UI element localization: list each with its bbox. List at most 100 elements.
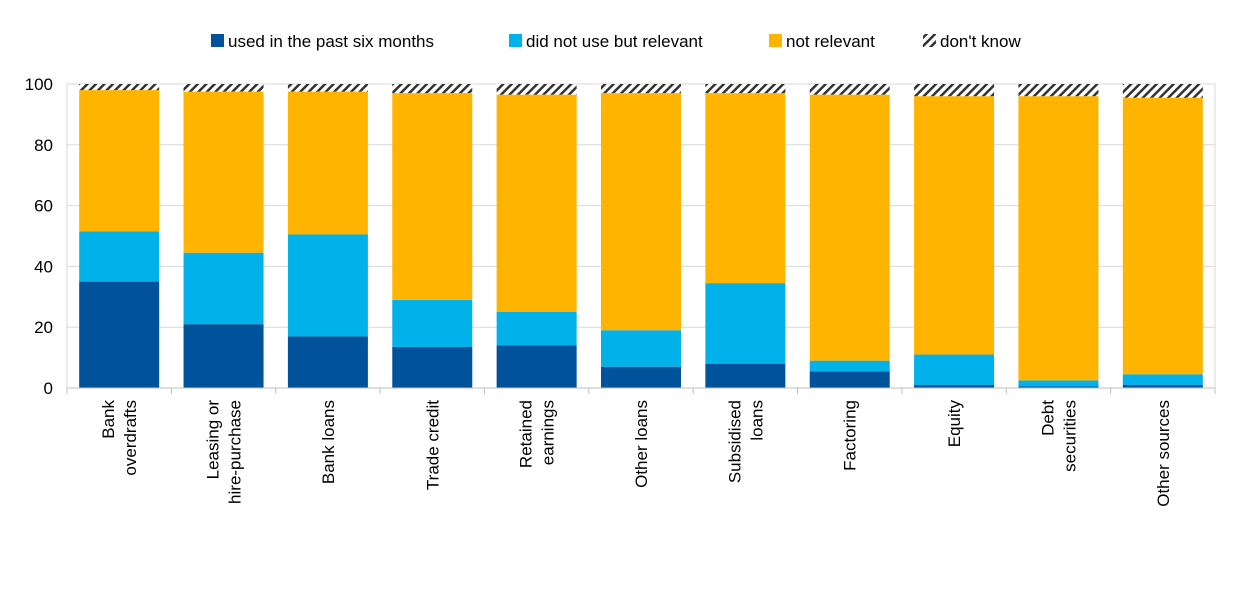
bar-group (914, 84, 995, 388)
bars (79, 84, 1203, 388)
bar-segment-dont-know (914, 84, 995, 97)
x-tick-label-line: Leasing or (204, 400, 223, 480)
bar-segment-used (496, 345, 577, 388)
bar-segment-relevant (496, 312, 577, 346)
bar-segment-not-relevant (79, 90, 160, 232)
x-tick-label: Bank loans (319, 400, 338, 484)
y-axis: 0 20 40 60 80 100 (25, 75, 53, 398)
legend-swatch (923, 34, 936, 47)
bar-segment-not-relevant (1122, 97, 1203, 375)
x-tick-label-line: Trade credit (423, 400, 442, 490)
bar-segment-used (183, 324, 264, 388)
bar-segment-dont-know (1122, 84, 1203, 98)
x-tick-label-line: overdrafts (121, 400, 140, 476)
legend: used in the past six months did not use b… (211, 32, 1021, 51)
bar-segment-dont-know (79, 84, 160, 91)
bar-segment-relevant (392, 299, 473, 347)
x-tick-label: Other loans (632, 400, 651, 488)
x-tick-label: Equity (945, 400, 964, 448)
x-tick-label: Other sources (1154, 400, 1173, 507)
x-tick-label-line: earnings (539, 400, 558, 465)
bar-group (496, 84, 577, 388)
bar-segment-relevant (79, 231, 160, 282)
y-tick-label: 20 (34, 318, 53, 337)
bar-segment-relevant (287, 234, 368, 337)
bar-segment-used (1122, 384, 1203, 388)
x-tick-label: Leasing or hire-purchase (204, 400, 245, 504)
bar-segment-used (601, 366, 681, 388)
x-tick-label: Factoring (841, 400, 860, 471)
x-tick-label: Retained earnings (517, 400, 558, 468)
bar-segment-relevant (809, 360, 890, 372)
bar-segment-used (79, 281, 160, 388)
x-tick-label-line: Other sources (1154, 400, 1173, 507)
bar-segment-not-relevant (496, 94, 577, 312)
bar-segment-relevant (1122, 374, 1203, 385)
bar-segment-not-relevant (601, 93, 681, 331)
bar-segment-dont-know (287, 84, 368, 92)
x-tick-label-line: Equity (945, 400, 964, 448)
bar-segment-used (809, 371, 890, 388)
legend-swatch (509, 34, 522, 47)
bar-group (809, 84, 890, 388)
bar-group (1122, 84, 1203, 388)
bar-segment-not-relevant (183, 91, 264, 253)
bar-segment-used (392, 346, 473, 388)
bar-segment-used (1018, 386, 1099, 388)
bar-group (183, 84, 264, 388)
y-tick-label: 40 (34, 257, 53, 276)
x-tick-label-line: Other loans (632, 400, 651, 488)
x-tick-label: Subsidised loans (725, 400, 766, 483)
x-tick-label-line: Bank (99, 400, 118, 439)
bar-segment-not-relevant (392, 93, 473, 300)
bar-segment-relevant (1018, 380, 1099, 387)
bar-segment-dont-know (183, 84, 264, 92)
bar-group (79, 84, 160, 388)
bar-segment-not-relevant (705, 93, 786, 284)
legend-label: not relevant (786, 32, 875, 51)
bar-segment-relevant (601, 330, 681, 367)
bar-segment-dont-know (809, 84, 890, 95)
x-tick-label-line: securities (1060, 400, 1079, 472)
bar-segment-not-relevant (287, 91, 368, 235)
bar-segment-dont-know (601, 84, 681, 94)
bar-segment-not-relevant (914, 96, 995, 355)
bar-group (601, 84, 681, 388)
x-tick-label-line: loans (747, 400, 766, 441)
bar-segment-relevant (914, 354, 995, 385)
bar-segment-relevant (183, 252, 264, 325)
bar-segment-not-relevant (1018, 96, 1099, 381)
x-tick-label: Bank overdrafts (99, 400, 140, 476)
x-tick-label-line: Debt (1038, 400, 1057, 436)
bar-segment-dont-know (705, 84, 786, 94)
bar-group (705, 84, 786, 388)
bar-group (287, 84, 368, 388)
legend-swatch (211, 34, 224, 47)
bar-segment-used (705, 363, 786, 388)
x-tick-label-line: Factoring (841, 400, 860, 471)
bar-group (392, 84, 473, 388)
legend-label: used in the past six months (228, 32, 434, 51)
legend-swatch (769, 34, 782, 47)
x-axis: Bank overdrafts Leasing or hire-purchase Ban… (66, 387, 1216, 507)
y-tick-label: 0 (44, 379, 53, 398)
bar-group (1018, 84, 1099, 388)
legend-label: don't know (940, 32, 1021, 51)
x-tick-label-line: Retained (517, 400, 536, 468)
bar-segment-used (287, 336, 368, 388)
bar-segment-not-relevant (809, 94, 890, 361)
y-tick-label: 80 (34, 136, 53, 155)
legend-label: did not use but relevant (526, 32, 703, 51)
y-tick-label: 100 (25, 75, 53, 94)
bar-segment-relevant (705, 283, 786, 364)
bar-segment-dont-know (392, 84, 473, 94)
x-tick-label-line: hire-purchase (226, 400, 245, 504)
x-tick-label-line: Bank loans (319, 400, 338, 484)
x-tick-label: Debt securities (1038, 400, 1079, 472)
bar-segment-dont-know (496, 84, 577, 95)
bar-segment-used (914, 384, 995, 388)
x-tick-label-line: Subsidised (725, 400, 744, 483)
y-tick-label: 60 (34, 197, 53, 216)
bar-segment-dont-know (1018, 84, 1099, 97)
